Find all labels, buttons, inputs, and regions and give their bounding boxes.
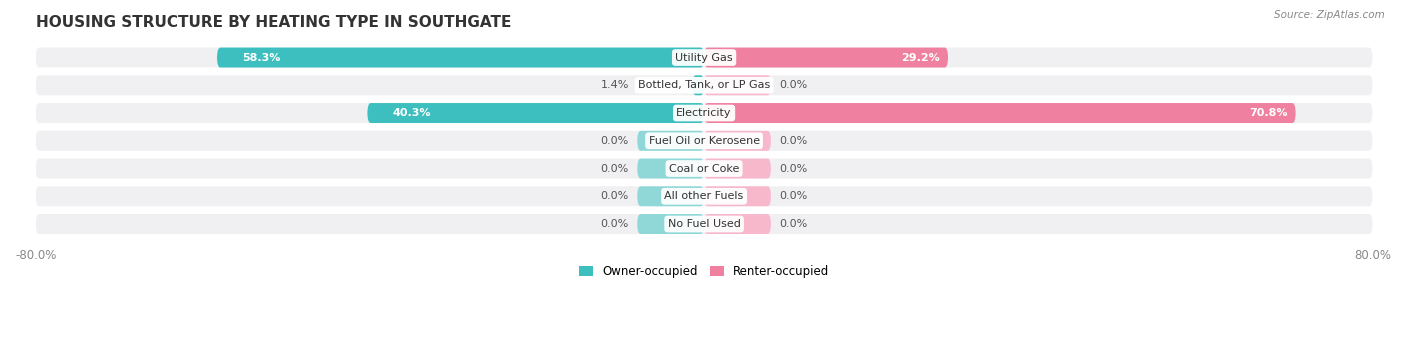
FancyBboxPatch shape (35, 214, 1372, 234)
Text: Utility Gas: Utility Gas (675, 53, 733, 62)
FancyBboxPatch shape (35, 103, 1372, 123)
FancyBboxPatch shape (637, 131, 704, 151)
Text: Electricity: Electricity (676, 108, 733, 118)
Text: 0.0%: 0.0% (600, 219, 628, 229)
FancyBboxPatch shape (217, 47, 704, 68)
FancyBboxPatch shape (704, 103, 1296, 123)
Text: 0.0%: 0.0% (779, 164, 807, 174)
Text: All other Fuels: All other Fuels (665, 191, 744, 201)
FancyBboxPatch shape (35, 75, 1372, 95)
FancyBboxPatch shape (35, 47, 1372, 68)
FancyBboxPatch shape (367, 103, 704, 123)
Text: 0.0%: 0.0% (600, 191, 628, 201)
FancyBboxPatch shape (35, 186, 1372, 206)
Text: HOUSING STRUCTURE BY HEATING TYPE IN SOUTHGATE: HOUSING STRUCTURE BY HEATING TYPE IN SOU… (35, 15, 510, 30)
FancyBboxPatch shape (704, 214, 770, 234)
Text: 0.0%: 0.0% (779, 80, 807, 90)
Text: Coal or Coke: Coal or Coke (669, 164, 740, 174)
Text: Fuel Oil or Kerosene: Fuel Oil or Kerosene (648, 136, 759, 146)
FancyBboxPatch shape (692, 75, 704, 95)
Legend: Owner-occupied, Renter-occupied: Owner-occupied, Renter-occupied (574, 260, 834, 283)
FancyBboxPatch shape (704, 159, 770, 179)
Text: 70.8%: 70.8% (1249, 108, 1288, 118)
FancyBboxPatch shape (637, 214, 704, 234)
FancyBboxPatch shape (637, 186, 704, 206)
Text: 0.0%: 0.0% (779, 219, 807, 229)
Text: 1.4%: 1.4% (600, 80, 628, 90)
Text: 40.3%: 40.3% (392, 108, 432, 118)
Text: No Fuel Used: No Fuel Used (668, 219, 741, 229)
Text: 0.0%: 0.0% (779, 191, 807, 201)
FancyBboxPatch shape (704, 75, 770, 95)
Text: 0.0%: 0.0% (600, 136, 628, 146)
Text: 58.3%: 58.3% (242, 53, 280, 62)
FancyBboxPatch shape (637, 159, 704, 179)
FancyBboxPatch shape (35, 159, 1372, 179)
Text: 0.0%: 0.0% (779, 136, 807, 146)
Text: 29.2%: 29.2% (901, 53, 939, 62)
FancyBboxPatch shape (35, 131, 1372, 151)
FancyBboxPatch shape (704, 186, 770, 206)
FancyBboxPatch shape (704, 131, 770, 151)
Text: 0.0%: 0.0% (600, 164, 628, 174)
Text: Source: ZipAtlas.com: Source: ZipAtlas.com (1274, 10, 1385, 20)
Text: Bottled, Tank, or LP Gas: Bottled, Tank, or LP Gas (638, 80, 770, 90)
FancyBboxPatch shape (704, 47, 948, 68)
